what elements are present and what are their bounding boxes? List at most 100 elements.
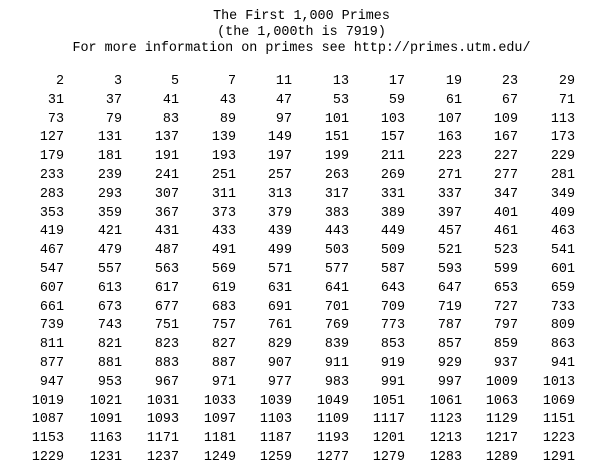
- prime-cell: 787: [437, 318, 462, 334]
- prime-cell: 811: [39, 337, 64, 353]
- prime-cell: 647: [437, 280, 462, 296]
- prime-cell: 263: [324, 167, 349, 183]
- prime-cell: 197: [267, 149, 292, 165]
- prime-cell: 997: [437, 374, 462, 390]
- prime-cell: 11: [275, 74, 292, 89]
- prime-cell: 919: [380, 355, 405, 371]
- prime-cell: 1193: [316, 431, 349, 447]
- prime-cell: 1291: [542, 449, 575, 465]
- prime-cell: 23: [501, 74, 518, 89]
- prime-cell: 743: [97, 318, 122, 334]
- prime-cell: 1171: [146, 431, 179, 447]
- prime-cell: 79: [105, 111, 122, 127]
- prime-cell: 691: [267, 299, 292, 315]
- prime-cell: 877: [39, 355, 64, 371]
- prime-cell: 1153: [31, 431, 64, 447]
- prime-cell: 761: [267, 318, 292, 334]
- prime-cell: 347: [493, 186, 518, 202]
- table-row: 179 181 191 193 197 199 211 223 227 229: [0, 148, 603, 167]
- prime-cell: 37: [105, 92, 122, 108]
- table-row: 661 673 677 683 691 701 709 719 727 733: [0, 299, 603, 318]
- prime-cell: 401: [493, 205, 518, 221]
- prime-cell: 619: [211, 280, 236, 296]
- prime-cell: 1123: [429, 412, 462, 428]
- prime-cell: 1069: [542, 393, 575, 409]
- prime-cell: 3: [113, 74, 122, 89]
- prime-cell: 587: [380, 261, 405, 277]
- prime-cell: 97: [275, 111, 292, 127]
- prime-cell: 907: [267, 355, 292, 371]
- prime-cell: 271: [437, 167, 462, 183]
- prime-cell: 947: [39, 374, 64, 390]
- prime-cell: 557: [97, 261, 122, 277]
- info-line: For more information on primes see http:…: [72, 41, 531, 56]
- prime-cell: 773: [380, 318, 405, 334]
- prime-cell: 157: [380, 130, 405, 146]
- document-title: The First 1,000 Primes: [213, 9, 390, 24]
- prime-cell: 797: [493, 318, 518, 334]
- prime-cell: 389: [380, 205, 405, 221]
- prime-cell: 1097: [203, 412, 236, 428]
- prime-cell: 307: [154, 186, 179, 202]
- prime-cell: 349: [550, 186, 575, 202]
- prime-cell: 661: [39, 299, 64, 315]
- prime-cell: 313: [267, 186, 292, 202]
- prime-cell: 311: [211, 186, 236, 202]
- prime-cell: 163: [437, 130, 462, 146]
- prime-cell: 563: [154, 261, 179, 277]
- prime-cell: 5: [170, 74, 179, 89]
- table-row: 2 3 5 7 11 13 17 19 23 29: [0, 73, 603, 92]
- prime-cell: 173: [550, 130, 575, 146]
- table-row: 1087 1091 1093 1097 1103 1109 1117 1123 1129 1151: [0, 411, 603, 430]
- table-row: 283 293 307 311 313 317 331 337 347 349: [0, 186, 603, 205]
- prime-cell: 293: [97, 186, 122, 202]
- prime-cell: 179: [39, 149, 64, 165]
- prime-cell: 1091: [89, 412, 122, 428]
- prime-cell: 911: [324, 355, 349, 371]
- prime-cell: 569: [211, 261, 236, 277]
- prime-cell: 701: [324, 299, 349, 315]
- prime-cell: 1237: [146, 449, 179, 465]
- table-row: 1229 1231 1237 1249 1259 1277 1279 1283 1289 1291: [0, 449, 603, 468]
- prime-cell: 571: [267, 261, 292, 277]
- prime-cell: 499: [267, 243, 292, 259]
- prime-cell: 257: [267, 167, 292, 183]
- prime-cell: 61: [445, 92, 462, 108]
- prime-cell: 751: [154, 318, 179, 334]
- prime-cell: 229: [550, 149, 575, 165]
- prime-cell: 397: [437, 205, 462, 221]
- prime-cell: 353: [39, 205, 64, 221]
- prime-cell: 379: [267, 205, 292, 221]
- prime-cell: 433: [211, 224, 236, 240]
- prime-cell: 1217: [485, 431, 518, 447]
- prime-cell: 881: [97, 355, 122, 371]
- prime-cell: 971: [211, 374, 236, 390]
- prime-cell: 613: [97, 280, 122, 296]
- prime-cell: 167: [493, 130, 518, 146]
- prime-cell: 463: [550, 224, 575, 240]
- prime-cell: 487: [154, 243, 179, 259]
- prime-cell: 439: [267, 224, 292, 240]
- prime-cell: 109: [493, 111, 518, 127]
- prime-cell: 373: [211, 205, 236, 221]
- prime-cell: 577: [324, 261, 349, 277]
- prime-cell: 521: [437, 243, 462, 259]
- prime-cell: 593: [437, 261, 462, 277]
- prime-cell: 937: [493, 355, 518, 371]
- prime-cell: 19: [445, 74, 462, 89]
- prime-cell: 1039: [259, 393, 292, 409]
- prime-cell: 719: [437, 299, 462, 315]
- prime-cell: 149: [267, 130, 292, 146]
- prime-cell: 643: [380, 280, 405, 296]
- prime-cell: 683: [211, 299, 236, 315]
- prime-cell: 991: [380, 374, 405, 390]
- prime-cell: 241: [154, 167, 179, 183]
- prime-cell: 331: [380, 186, 405, 202]
- prime-cell: 461: [493, 224, 518, 240]
- prime-cell: 193: [211, 149, 236, 165]
- prime-cell: 113: [550, 111, 575, 127]
- prime-cell: 1283: [429, 449, 462, 465]
- table-row: 811 821 823 827 829 839 853 857 859 863: [0, 336, 603, 355]
- table-row: 73 79 83 89 97 101 103 107 109 113: [0, 111, 603, 130]
- prime-cell: 1021: [89, 393, 122, 409]
